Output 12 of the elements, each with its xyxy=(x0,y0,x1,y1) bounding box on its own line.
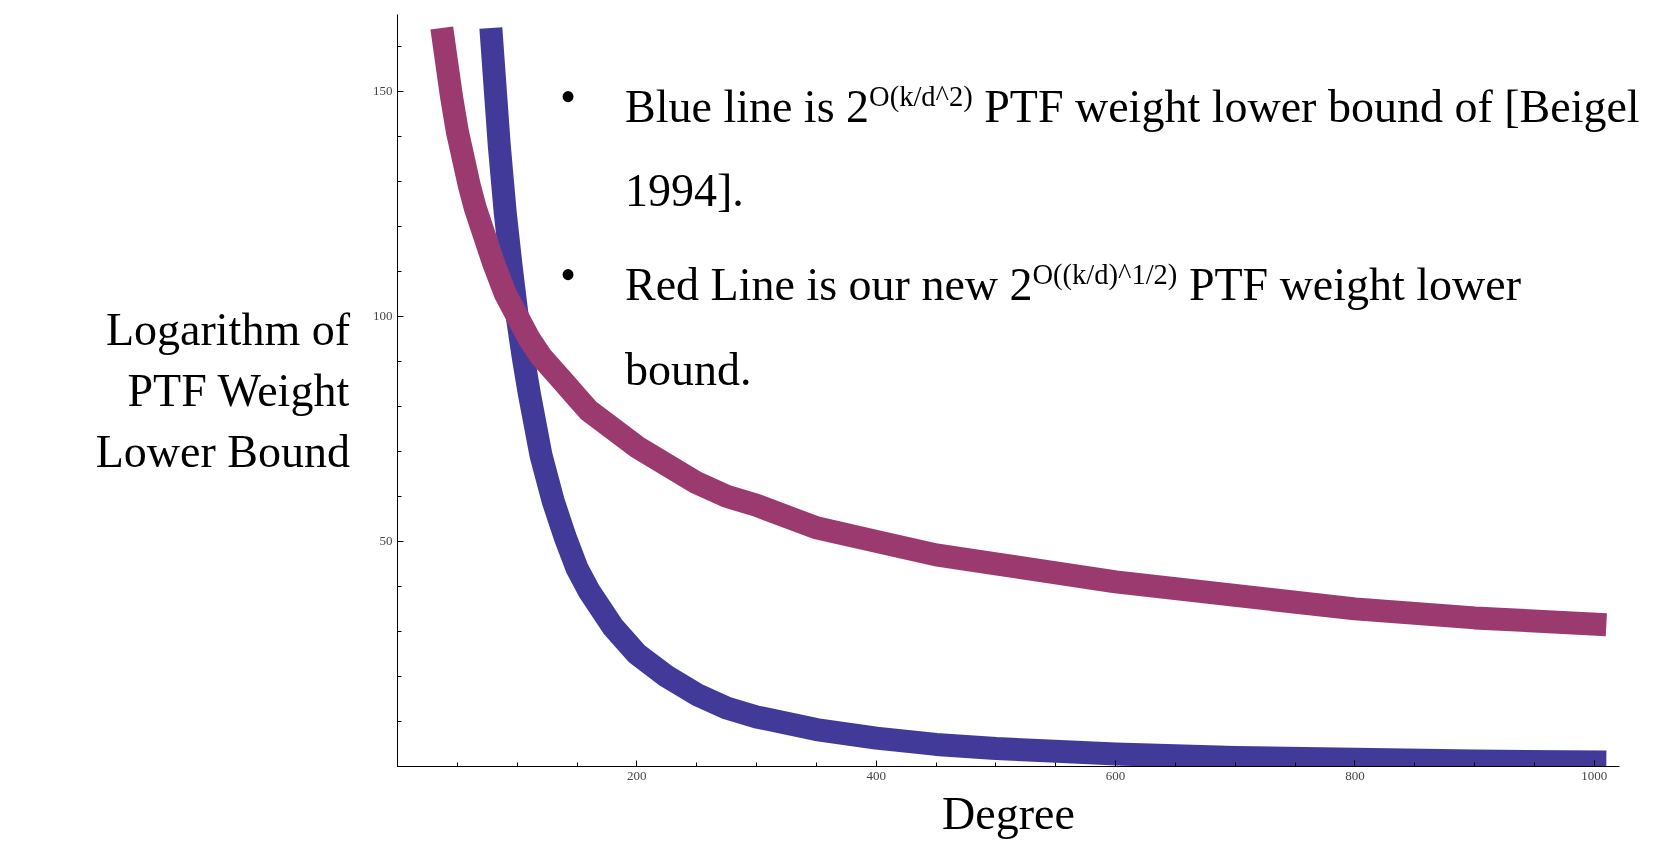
x-tick-label: 1000 xyxy=(1581,767,1608,783)
x-tick-label: 800 xyxy=(1345,767,1365,783)
y-axis-title: Logarithm of PTF Weight Lower Bound xyxy=(95,303,351,478)
x-axis-title: Degree xyxy=(942,787,1075,839)
y-tick-label: 50 xyxy=(379,533,393,549)
x-tick-label: 400 xyxy=(866,767,886,783)
text: • Blue line is 2$^{O(k/d^2)}$ PTF weight lower bound of [Beigel 1994]. xyxy=(560,71,1640,217)
y-tick-label: 100 xyxy=(373,308,393,324)
text: • Red Line is our new 2$^{O((k/d)^1/2)}$ PTF weight lower bound. xyxy=(560,249,1522,395)
x-tick-label: 200 xyxy=(627,767,647,783)
y-tick-label: 150 xyxy=(373,83,393,99)
x-tick-label: 600 xyxy=(1105,767,1126,783)
